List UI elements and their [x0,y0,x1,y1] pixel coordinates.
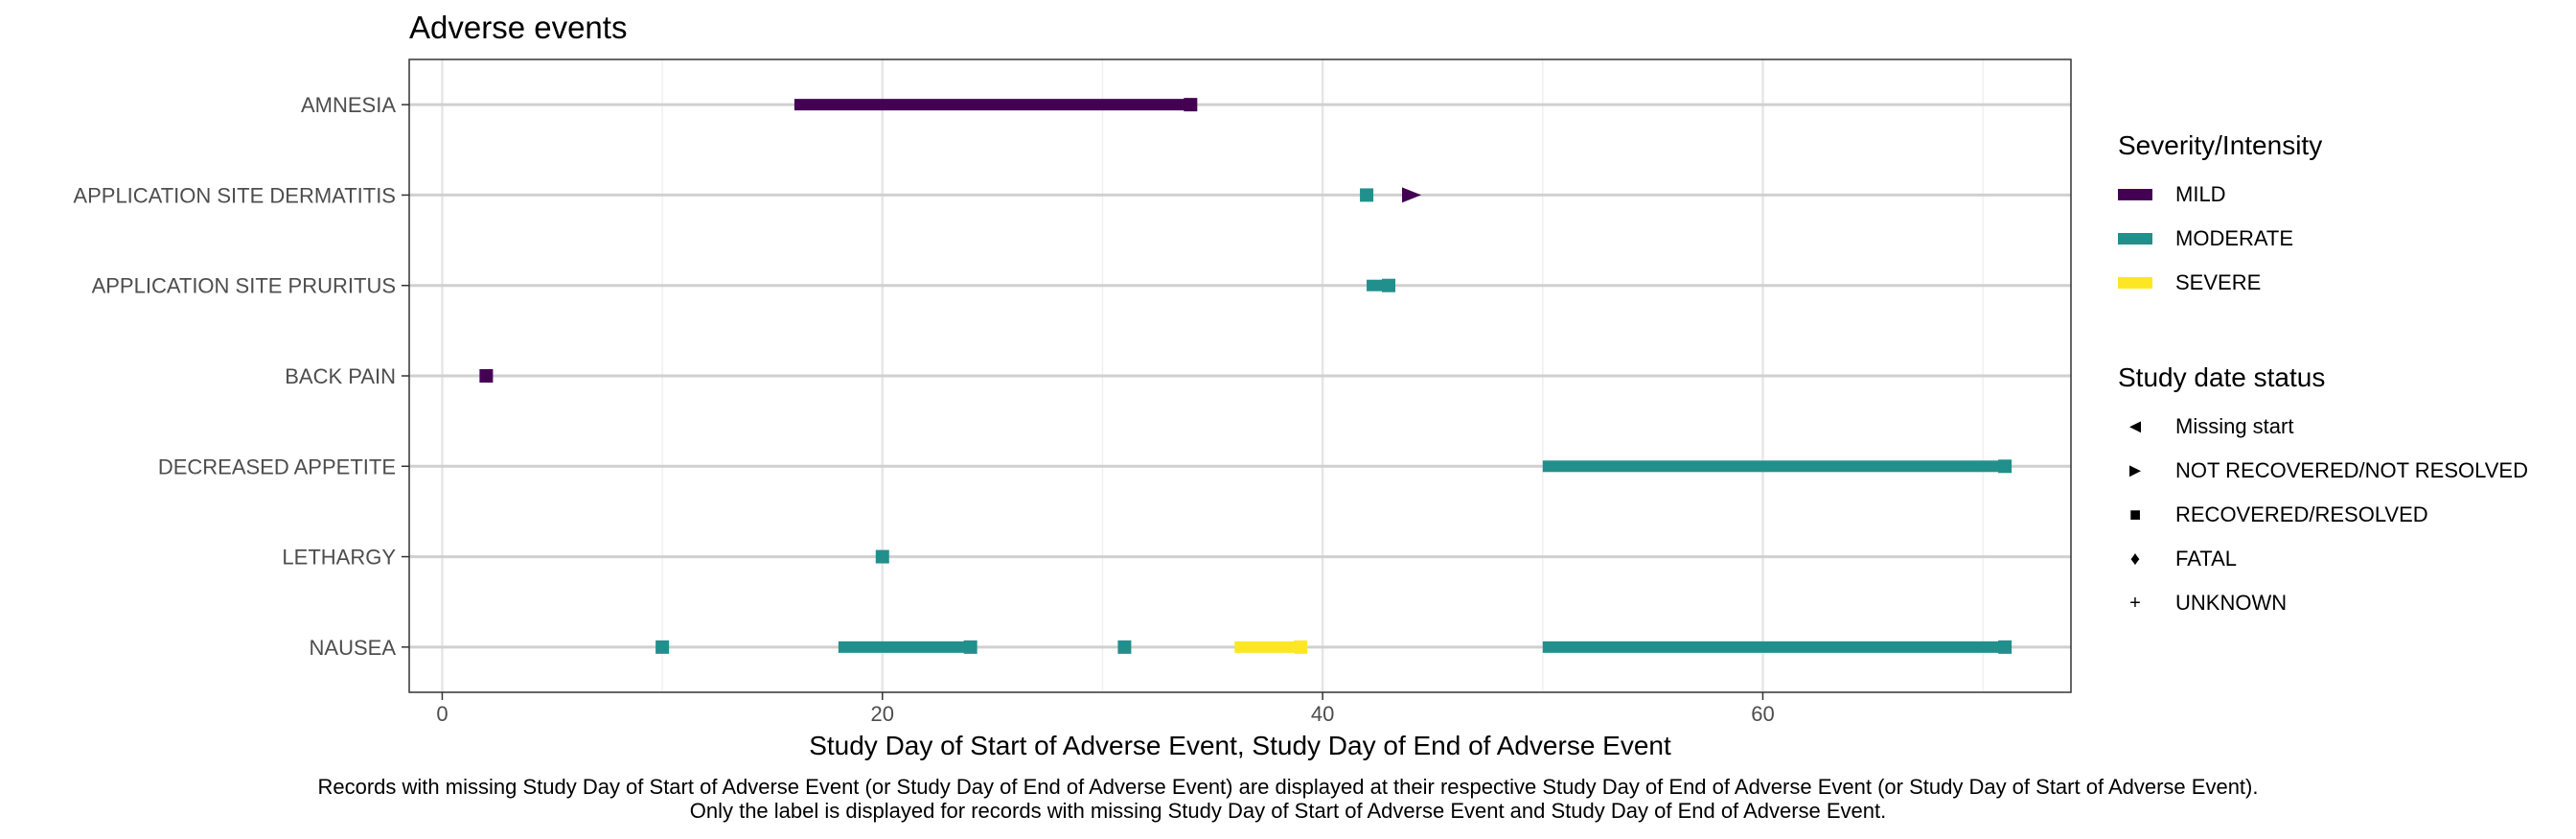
triangle-left-icon: ◄ [2126,416,2145,437]
event-end-square-nausea [1998,640,2012,654]
event-end-square-amnesia [1184,98,1198,112]
legend-item-mild: MILD [2118,180,2226,209]
event-end-triangle-application-site-dermatitis [1401,187,1421,203]
legend-label-missing-start: Missing start [2175,414,2294,438]
square-icon: ■ [2128,504,2142,525]
event-bar-decreased-appetite [1542,460,2006,473]
legend-item-moderate: MODERATE [2118,224,2293,253]
triangle-right-icon: ► [2126,460,2145,481]
legend-label-mild: MILD [2175,182,2226,206]
event-end-square-nausea [1117,640,1132,654]
y-tick-label: LETHARGY [282,546,396,570]
legend-item-fatal: ♦ FATAL [2118,545,2237,573]
y-tick-label: APPLICATION SITE DERMATITIS [73,183,396,207]
y-tick-label: DECREASED APPETITE [158,454,396,478]
legend-key-mild [2118,189,2152,200]
caption-line-1: Records with missing Study Day of Start … [317,775,2259,799]
event-end-square-lethargy [875,549,889,564]
x-tick-label: 60 [1751,702,1774,726]
x-tick-label: 20 [871,702,894,726]
y-tick-label: BACK PAIN [285,364,396,388]
event-bar-amnesia [794,99,1191,111]
legend-label-recovered: RECOVERED/RESOLVED [2175,502,2428,526]
caption-line-2: Only the label is displayed for records … [689,799,1887,823]
legend-item-unknown: + UNKNOWN [2118,589,2287,618]
legend-label-unknown: UNKNOWN [2175,591,2288,615]
event-end-square-nausea [656,640,670,654]
y-tick-label: APPLICATION SITE PRURITUS [92,274,396,298]
plus-icon: + [2129,593,2141,614]
x-tick-label: 0 [436,702,448,726]
legend-label-moderate: MODERATE [2175,226,2294,250]
legend-severity-title: Severity/Intensity [2118,130,2323,160]
event-bar-nausea [838,641,971,653]
legend-item-severe: SEVERE [2118,268,2261,297]
event-end-square-application-site-pruritus [1382,278,1396,292]
legend-label-severe: SEVERE [2175,270,2262,294]
chart-title: Adverse events [409,10,628,45]
event-end-square-decreased-appetite [1998,459,2012,474]
legend-status-title: Study date status [2118,362,2326,392]
event-bar-nausea [1234,641,1301,653]
diamond-icon: ♦ [2129,548,2141,570]
legend-label-not-recovered: NOT RECOVERED/NOT RESOLVED [2175,458,2528,482]
event-end-square-back-pain [479,369,494,383]
y-tick-label: AMNESIA [301,93,396,117]
legend-item-recovered: ■ RECOVERED/RESOLVED [2118,501,2428,529]
event-end-square-nausea [963,640,978,654]
legend-item-not-recovered: ► NOT RECOVERED/NOT RESOLVED [2118,456,2528,485]
x-tick-label: 40 [1311,702,1334,726]
legend-key-moderate [2118,233,2152,245]
legend-item-missing-start: ◄ Missing start [2118,412,2293,441]
legend-key-severe [2118,277,2152,289]
y-tick-label: NAUSEA [310,636,397,660]
event-end-square-application-site-dermatitis [1360,188,1374,202]
event-bar-nausea [1542,641,2006,653]
event-end-square-nausea [1294,640,1308,654]
legend-label-fatal: FATAL [2175,547,2237,571]
x-axis-label: Study Day of Start of Adverse Event, Stu… [809,731,1671,760]
